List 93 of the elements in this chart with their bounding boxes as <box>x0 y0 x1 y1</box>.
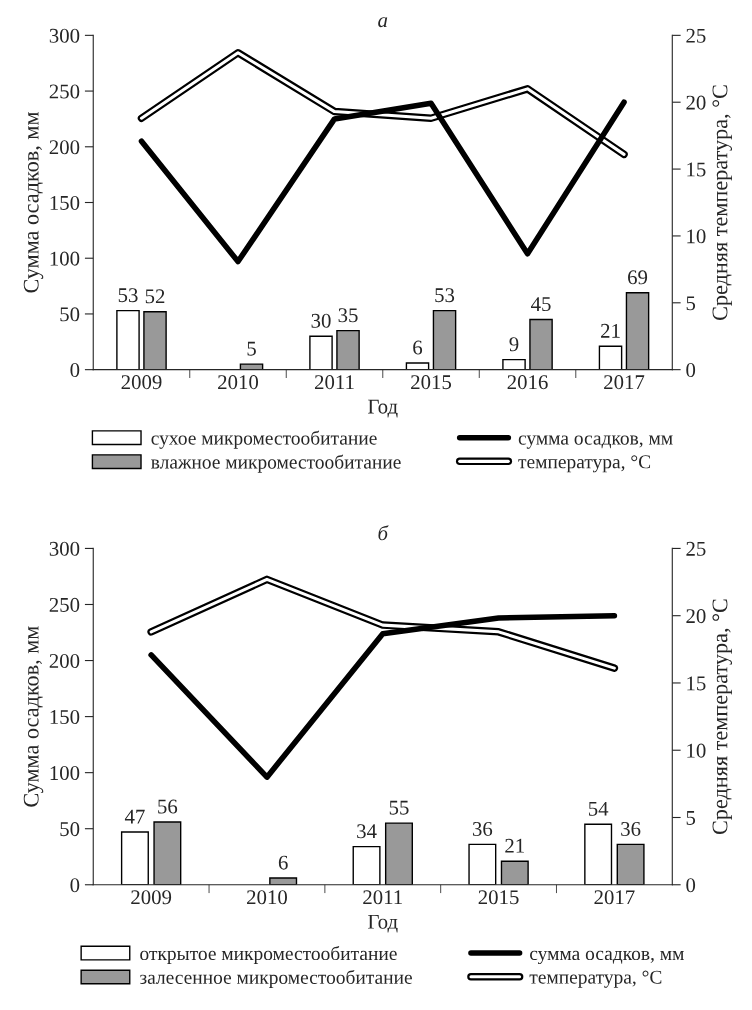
bar <box>120 831 149 885</box>
y-tick-label: 300 <box>49 541 80 556</box>
x-tick-label: 2009 <box>121 375 162 390</box>
y-tick-label: 200 <box>49 140 80 155</box>
y-tick-label: 250 <box>49 84 80 99</box>
y2-tick-label: 20 <box>686 95 706 110</box>
legend-label: температура, °C <box>529 970 662 988</box>
x-tick-label: 2011 <box>314 375 354 390</box>
data-label: 9 <box>509 337 519 352</box>
x-tick-label: 2009 <box>131 890 172 905</box>
data-label: 30 <box>311 313 331 328</box>
x-tick-label: 2017 <box>604 375 645 390</box>
data-label: 53 <box>435 288 455 303</box>
chart-title: б <box>378 525 389 541</box>
data-label: 6 <box>413 340 423 355</box>
x-axis-title: Год <box>368 914 398 933</box>
data-label: 5 <box>247 341 256 356</box>
y-tick-label: 0 <box>70 363 80 378</box>
y2-axis-title: Средняя температура, °C <box>712 599 733 835</box>
data-label: 21 <box>601 323 620 338</box>
bar <box>143 311 167 370</box>
x-tick-label: 2015 <box>478 890 519 905</box>
bar <box>309 335 333 370</box>
data-label: 55 <box>389 800 409 815</box>
data-label: 36 <box>621 822 641 836</box>
y-tick-label: 100 <box>50 251 80 266</box>
data-label: 34 <box>357 824 377 839</box>
legend-label: открытое микроместообитание <box>140 945 397 965</box>
bar <box>336 329 360 370</box>
y2-tick-label: 15 <box>687 676 706 691</box>
bar <box>116 309 140 370</box>
data-label: 6 <box>278 855 288 870</box>
data-label: 47 <box>124 809 145 824</box>
y2-tick-label: 0 <box>686 363 696 378</box>
y-tick-label: 0 <box>70 878 80 893</box>
y2-tick-label: 15 <box>687 162 706 177</box>
bar <box>352 845 381 885</box>
data-label: 45 <box>531 297 551 312</box>
y2-tick-label: 25 <box>686 541 706 556</box>
x-tick-label: 2017 <box>594 890 635 905</box>
bar <box>384 822 413 885</box>
y-tick-label: 50 <box>60 822 80 837</box>
legend-label: сумма осадков, мм <box>518 435 673 449</box>
data-label: 36 <box>472 822 493 836</box>
bar <box>598 345 623 370</box>
y2-tick-label: 20 <box>686 609 706 624</box>
x-axis-title: Год <box>368 399 398 418</box>
y2-tick-label: 5 <box>686 296 696 311</box>
y-tick-label: 150 <box>50 195 80 210</box>
y2-tick-label: 25 <box>686 28 706 43</box>
x-tick-label: 2016 <box>507 375 548 390</box>
legend-label: влажное микроместообитание <box>151 454 401 473</box>
x-tick-label: 2010 <box>247 890 287 905</box>
chart-title: а <box>378 17 388 28</box>
bar <box>625 292 650 370</box>
bar <box>405 362 430 370</box>
y2-tick-label: 0 <box>686 878 696 893</box>
bar <box>468 843 497 885</box>
x-tick-label: 2015 <box>411 375 452 390</box>
data-label: 53 <box>118 288 138 303</box>
legend-label: сухое микроместообитание <box>151 430 377 449</box>
y-tick-label: 200 <box>49 653 80 668</box>
y-tick-label: 300 <box>49 28 80 43</box>
x-tick-label: 2011 <box>363 890 402 905</box>
bar <box>502 358 526 370</box>
y-tick-label: 100 <box>50 766 80 781</box>
y2-tick-label: 5 <box>686 811 696 825</box>
data-label: 54 <box>588 801 609 816</box>
legend-label: температура, °C <box>518 455 651 473</box>
data-label: 21 <box>505 838 524 853</box>
bar <box>239 363 264 370</box>
bar <box>269 877 298 885</box>
y2-tick-label: 10 <box>687 229 706 244</box>
data-label: 69 <box>628 270 648 285</box>
data-label: 52 <box>145 289 165 304</box>
x-tick-label: 2010 <box>218 375 259 390</box>
data-label: 56 <box>158 799 178 814</box>
bar <box>616 843 645 885</box>
bar <box>584 823 613 885</box>
y-axis-title: Сумма осадков, мм <box>23 626 44 807</box>
bar <box>529 318 553 370</box>
bar <box>500 860 529 885</box>
data-label: 35 <box>338 308 358 323</box>
bar <box>432 309 457 370</box>
y2-tick-label: 10 <box>687 743 706 758</box>
legend-label: сумма осадков, мм <box>530 950 684 965</box>
y-tick-label: 150 <box>50 709 80 725</box>
y-axis-title: Сумма осадков, мм <box>23 112 44 293</box>
bar <box>153 821 182 885</box>
y2-axis-title: Средняя температура, °C <box>712 85 733 320</box>
y-tick-label: 250 <box>49 597 80 612</box>
y-tick-label: 50 <box>60 307 80 322</box>
legend-label: залесенное микроместообитание <box>140 969 412 988</box>
